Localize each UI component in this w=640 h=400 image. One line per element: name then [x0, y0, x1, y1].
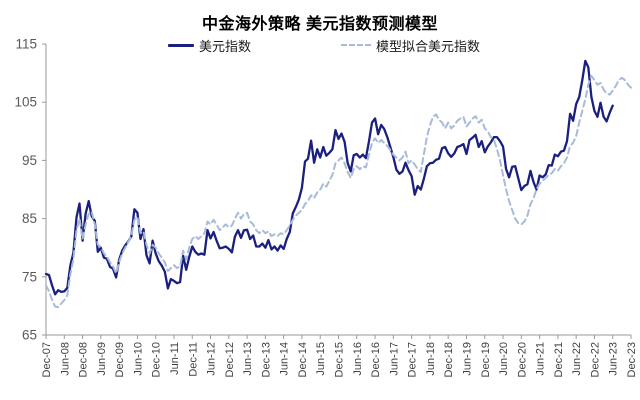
legend-item-model: 模型拟合美元指数 — [341, 37, 481, 54]
x-tick-label: Jun-17 — [388, 342, 400, 376]
x-tick-label: Dec-16 — [370, 342, 382, 377]
x-tick-label: Jun-20 — [498, 342, 510, 376]
legend-label-dxy: 美元指数 — [199, 38, 252, 54]
x-tick-label: Dec-20 — [516, 342, 528, 377]
x-tick-label: Dec-15 — [334, 342, 346, 377]
x-tick-label: Dec-07 — [41, 342, 53, 377]
x-tick-label: Jun-22 — [571, 342, 583, 376]
x-tick-label: Dec-22 — [589, 342, 601, 377]
x-tick-label: Dec-17 — [407, 342, 419, 377]
y-tick-label: 75 — [22, 269, 37, 284]
x-tick-label: Dec-10 — [151, 342, 163, 377]
y-tick-label: 95 — [22, 153, 37, 168]
x-tick-label: Dec-09 — [114, 342, 126, 377]
x-tick-label: Jun-23 — [608, 342, 620, 376]
x-tick-label: Jun-11 — [169, 342, 181, 375]
y-tick-label: 115 — [15, 37, 37, 52]
x-tick-label: Jun-21 — [535, 342, 547, 376]
x-tick-label: Jun-12 — [206, 342, 218, 376]
x-tick-label: Dec-12 — [224, 342, 236, 377]
legend-label-model: 模型拟合美元指数 — [376, 38, 481, 54]
x-tick-label: Jun-09 — [96, 342, 108, 376]
x-tick-label: Dec-08 — [78, 342, 90, 377]
x-tick-label: Dec-21 — [553, 342, 565, 377]
x-tick-label: Jun-13 — [242, 342, 254, 376]
x-tick-label: Dec-19 — [480, 342, 492, 377]
x-tick-label: Jun-14 — [279, 342, 291, 376]
x-tick-label: Jun-08 — [59, 342, 71, 376]
dashed-line-swatch — [341, 44, 371, 46]
y-tick-label: 85 — [22, 211, 37, 226]
y-tick-label: 65 — [22, 328, 37, 343]
x-tick-label: Dec-18 — [443, 342, 455, 377]
x-tick-label: Jun-16 — [352, 342, 364, 376]
solid-line-swatch — [168, 43, 194, 47]
x-tick-label: Jun-15 — [315, 342, 327, 376]
x-tick-label: Dec-23 — [626, 342, 638, 377]
chart-title: 中金海外策略 美元指数预测模型 — [202, 16, 438, 33]
x-tick-label: Jun-19 — [461, 342, 473, 376]
x-tick-label: Dec-14 — [297, 342, 309, 377]
x-tick-label: Dec-11 — [187, 342, 199, 377]
x-tick-label: Dec-13 — [260, 342, 272, 377]
model-fit-line — [45, 75, 632, 309]
x-tick-label: Jun-18 — [425, 342, 437, 376]
usd-index-line — [44, 59, 614, 296]
legend-item-dxy: 美元指数 — [168, 37, 252, 54]
y-tick-label: 105 — [14, 95, 37, 110]
x-tick-label: Jun-10 — [132, 342, 144, 376]
